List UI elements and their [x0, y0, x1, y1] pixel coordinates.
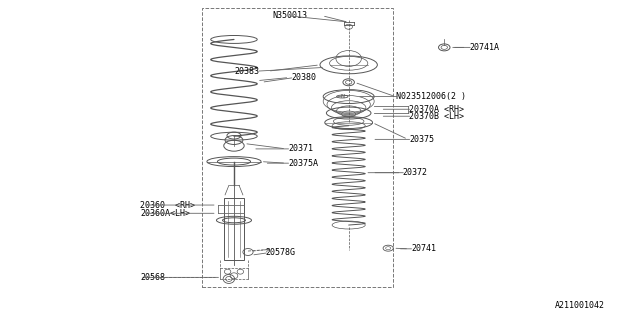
Bar	[202, 8, 394, 287]
Text: 20360A<LH>: 20360A<LH>	[140, 209, 190, 218]
Bar	[224, 198, 244, 260]
Text: 20741: 20741	[411, 244, 436, 253]
Text: 20380: 20380	[291, 73, 316, 82]
Text: N350013: N350013	[273, 11, 308, 20]
Text: 20383: 20383	[234, 67, 259, 76]
Text: A211001042: A211001042	[554, 301, 605, 310]
Text: 20371: 20371	[288, 144, 313, 153]
Text: 20578G: 20578G	[266, 248, 296, 257]
Text: N023512006(2 ): N023512006(2 )	[396, 92, 467, 101]
Text: 20375: 20375	[409, 135, 434, 144]
Text: 20375A: 20375A	[288, 159, 318, 168]
Text: 20370B <LH>: 20370B <LH>	[409, 112, 464, 121]
Text: N: N	[340, 94, 344, 99]
Text: 20360  <RH>: 20360 <RH>	[140, 201, 195, 210]
Text: 20568: 20568	[140, 273, 165, 282]
Text: 20370A <RH>: 20370A <RH>	[409, 105, 464, 114]
Text: 20741A: 20741A	[470, 43, 500, 52]
Text: 20372: 20372	[403, 168, 428, 177]
